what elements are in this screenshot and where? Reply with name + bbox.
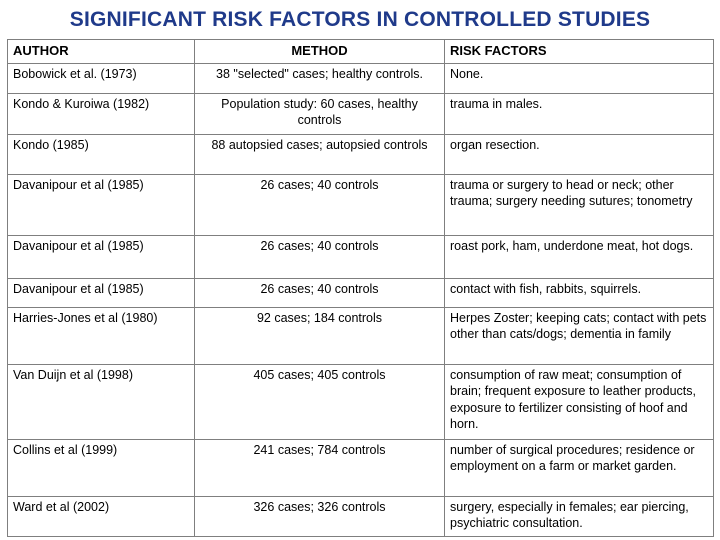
risk-factors-cell: organ resection.	[444, 133, 714, 175]
method-cell: 88 autopsied cases; autopsied controls	[194, 133, 445, 175]
author-cell: Kondo & Kuroiwa (1982)	[7, 92, 195, 135]
table-row: Davanipour et al (1985) 26 cases; 40 con…	[7, 173, 714, 236]
risk-factors-cell: consumption of raw meat; consumption of …	[444, 363, 714, 440]
risk-factors-cell: number of surgical procedures; residence…	[444, 438, 714, 497]
risk-factors-cell: roast pork, ham, underdone meat, hot dog…	[444, 234, 714, 279]
header-method: METHOD	[194, 39, 445, 64]
method-cell: 405 cases; 405 controls	[194, 363, 445, 440]
table-row: Kondo (1985) 88 autopsied cases; autopsi…	[7, 133, 714, 175]
risk-factors-table: AUTHOR METHOD RISK FACTORS Bobowick et a…	[7, 39, 714, 537]
author-cell: Bobowick et al. (1973)	[7, 62, 195, 94]
author-cell: Ward et al (2002)	[7, 495, 195, 537]
author-cell: Kondo (1985)	[7, 133, 195, 175]
author-cell: Davanipour et al (1985)	[7, 234, 195, 279]
method-cell: 26 cases; 40 controls	[194, 277, 445, 308]
risk-factors-cell: surgery, especially in females; ear pier…	[444, 495, 714, 537]
table-header-row: AUTHOR METHOD RISK FACTORS	[7, 39, 714, 64]
table-row: Harries-Jones et al (1980) 92 cases; 184…	[7, 306, 714, 365]
method-cell: 92 cases; 184 controls	[194, 306, 445, 365]
risk-factors-cell: Herpes Zoster; keeping cats; contact wit…	[444, 306, 714, 365]
method-cell: 326 cases; 326 controls	[194, 495, 445, 537]
author-cell: Van Duijn et al (1998)	[7, 363, 195, 440]
risk-factors-cell: contact with fish, rabbits, squirrels.	[444, 277, 714, 308]
page-title: SIGNIFICANT RISK FACTORS IN CONTROLLED S…	[69, 8, 651, 31]
risk-factors-cell: trauma in males.	[444, 92, 714, 135]
header-author: AUTHOR	[7, 39, 195, 64]
header-risk-factors: RISK FACTORS	[444, 39, 714, 64]
table-row: Davanipour et al (1985) 26 cases; 40 con…	[7, 277, 714, 308]
table-row: Van Duijn et al (1998) 405 cases; 405 co…	[7, 363, 714, 440]
table-row: Bobowick et al. (1973) 38 "selected" cas…	[7, 62, 714, 94]
method-cell: 38 "selected" cases; healthy controls.	[194, 62, 445, 94]
table-row: Collins et al (1999) 241 cases; 784 cont…	[7, 438, 714, 497]
author-cell: Davanipour et al (1985)	[7, 277, 195, 308]
risk-factors-cell: trauma or surgery to head or neck; other…	[444, 173, 714, 236]
risk-factors-cell: None.	[444, 62, 714, 94]
table-row: Davanipour et al (1985) 26 cases; 40 con…	[7, 234, 714, 279]
method-cell: 26 cases; 40 controls	[194, 173, 445, 236]
table-row: Ward et al (2002) 326 cases; 326 control…	[7, 495, 714, 537]
author-cell: Harries-Jones et al (1980)	[7, 306, 195, 365]
method-cell: 241 cases; 784 controls	[194, 438, 445, 497]
method-cell: 26 cases; 40 controls	[194, 234, 445, 279]
table-row: Kondo & Kuroiwa (1982) Population study:…	[7, 92, 714, 135]
method-cell: Population study: 60 cases, healthy cont…	[194, 92, 445, 135]
author-cell: Collins et al (1999)	[7, 438, 195, 497]
author-cell: Davanipour et al (1985)	[7, 173, 195, 236]
